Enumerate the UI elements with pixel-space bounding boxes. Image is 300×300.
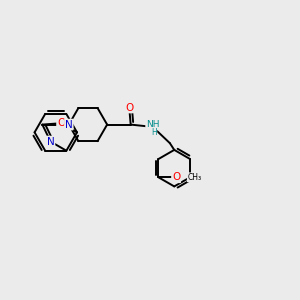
Text: O: O: [172, 172, 180, 182]
Text: NH: NH: [146, 120, 160, 129]
Text: O: O: [125, 103, 133, 112]
Text: O: O: [57, 118, 65, 128]
Text: CH₃: CH₃: [187, 173, 201, 182]
Text: N: N: [65, 120, 73, 130]
Text: N: N: [47, 136, 54, 147]
Text: H: H: [151, 128, 157, 137]
